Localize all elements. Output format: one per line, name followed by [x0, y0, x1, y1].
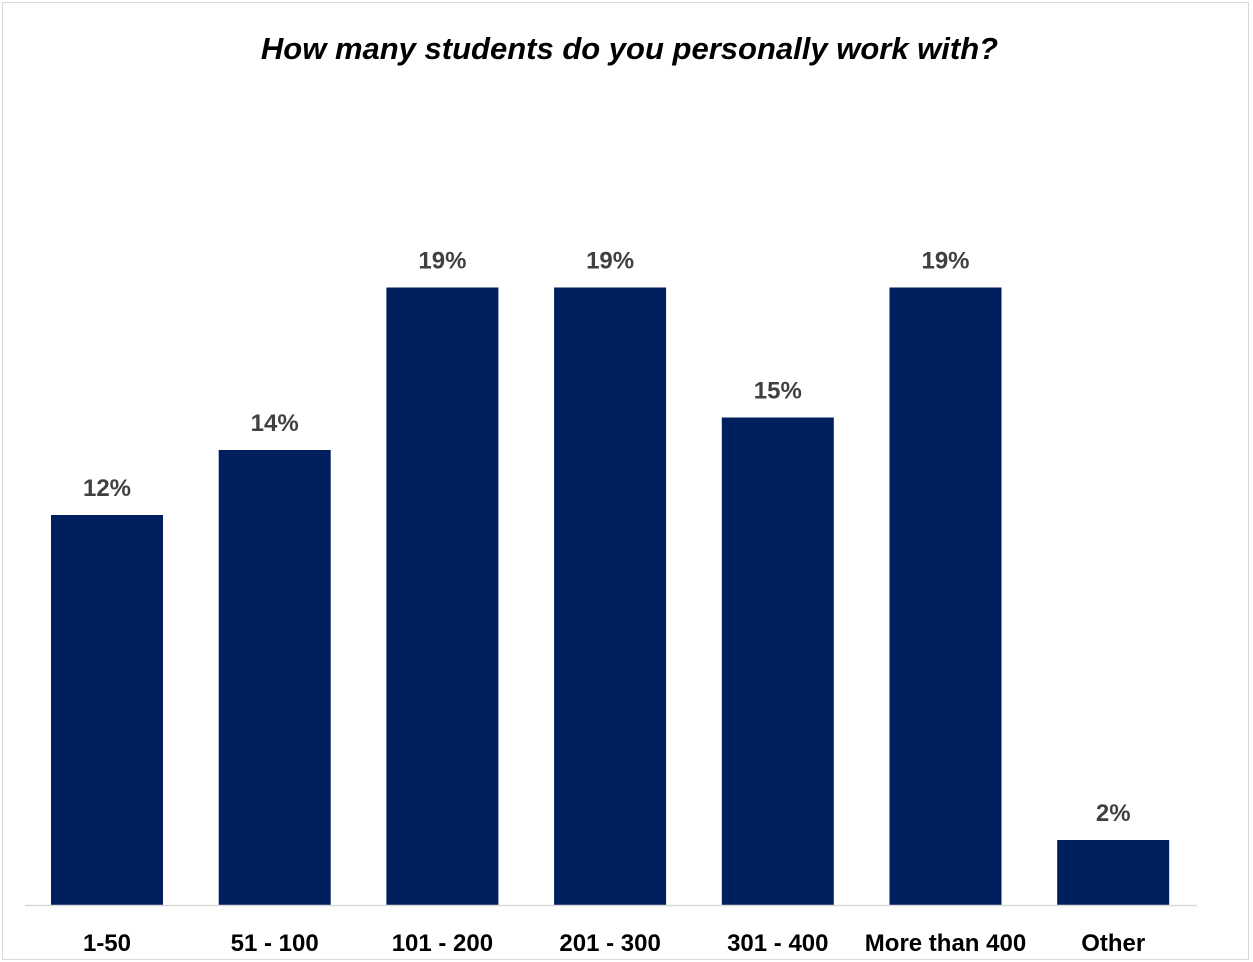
value-label-6: 2%: [1096, 800, 1131, 827]
bars-group: [51, 287, 1170, 905]
bar-0: [51, 515, 163, 905]
category-label-6: Other: [1081, 930, 1145, 957]
category-label-3: 201 - 300: [559, 930, 660, 957]
value-label-0: 12%: [83, 475, 131, 502]
value-labels-group: 12% 14% 19% 19% 15% 19% 2%: [83, 248, 1131, 828]
category-label-1: 51 - 100: [231, 930, 319, 957]
value-label-4: 15%: [754, 378, 802, 405]
chart-title: How many students do you personally work…: [260, 31, 999, 66]
bar-5: [889, 287, 1002, 905]
category-labels-group: 1-50 51 - 100 101 - 200 201 - 300 301 - 400 M…: [83, 930, 1145, 957]
bar-6: [1057, 840, 1170, 905]
value-label-3: 19%: [586, 248, 634, 275]
value-label-2: 19%: [418, 248, 466, 275]
category-label-4: 301 - 400: [727, 930, 828, 957]
category-label-2: 101 - 200: [392, 930, 493, 957]
bar-1: [218, 450, 331, 905]
bar-4: [721, 417, 834, 905]
category-label-5: More than 400: [865, 930, 1026, 957]
bar-2: [386, 287, 499, 905]
value-label-1: 14%: [251, 410, 299, 437]
value-label-5: 19%: [921, 248, 969, 275]
bar-3: [554, 287, 667, 905]
category-label-0: 1-50: [83, 930, 131, 957]
